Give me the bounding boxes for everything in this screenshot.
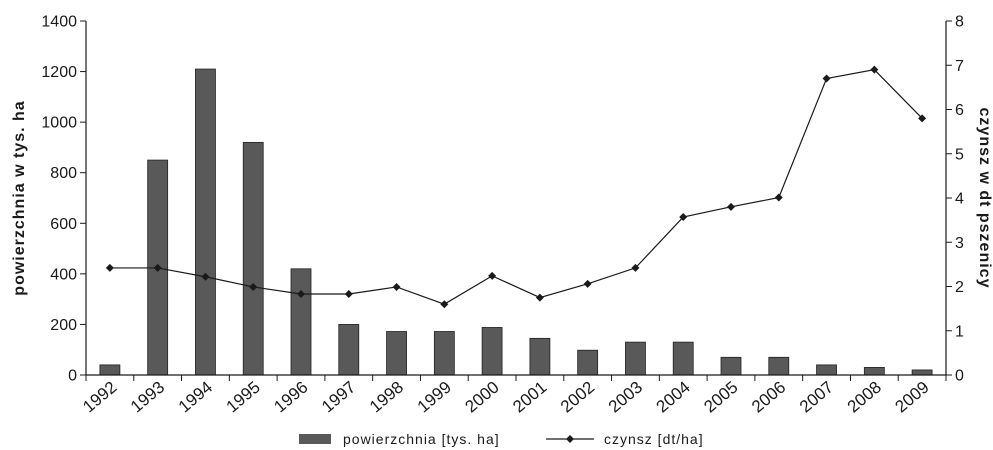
right-tick-label: 4 (955, 191, 964, 208)
bar-1997 (338, 324, 360, 376)
right-tick-label: 6 (955, 102, 964, 119)
bar-1992 (99, 364, 121, 376)
bar-2002 (577, 349, 599, 376)
left-tick-label: 400 (50, 266, 77, 283)
x-tick-label-2008: 2008 (844, 378, 885, 417)
x-tick-label-1997: 1997 (318, 378, 359, 417)
bar-1999 (433, 331, 455, 376)
x-tick-label-1999: 1999 (414, 378, 455, 417)
bar-2008 (863, 367, 885, 376)
x-tick-label-1993: 1993 (127, 378, 168, 417)
czynsz-marker-2002 (583, 279, 592, 288)
legend-bar-label: powierzchnia [tys. ha] (343, 431, 500, 447)
right-tick-label: 5 (955, 146, 964, 163)
x-tick-label-2007: 2007 (796, 378, 837, 417)
x-tick-label-1992: 1992 (79, 378, 120, 417)
czynsz-marker-1998 (392, 282, 401, 291)
czynsz-marker-1992 (105, 263, 114, 272)
bar-2004 (672, 341, 694, 376)
left-tick-label: 800 (50, 165, 77, 182)
left-tick-label: 1200 (41, 64, 77, 81)
right-tick-label: 1 (955, 323, 964, 340)
czynsz-marker-2006 (774, 193, 783, 202)
bar-1998 (386, 331, 407, 376)
x-tick-label-2001: 2001 (509, 378, 550, 417)
left-tick-label: 600 (50, 216, 77, 233)
czynsz-marker-1997 (344, 290, 353, 299)
legend: powierzchnia [tys. ha] czynsz [dt/ha] (299, 431, 704, 447)
left-tick-label: 0 (68, 368, 77, 385)
czynsz-marker-1996 (297, 290, 305, 299)
czynsz-marker-2009 (918, 114, 927, 123)
czynsz-marker-2003 (631, 263, 640, 272)
czynsz-marker-1993 (153, 263, 162, 272)
bar-2003 (625, 341, 646, 376)
czynsz-marker-2000 (488, 271, 497, 280)
czynsz-marker-1995 (249, 282, 258, 291)
x-tick-label-1995: 1995 (223, 378, 264, 417)
left-tick-label: 1000 (41, 115, 77, 132)
x-tick-label-2000: 2000 (461, 378, 502, 417)
x-tick-label-2002: 2002 (557, 378, 598, 417)
right-tick-label: 2 (955, 279, 964, 296)
bar-2007 (816, 364, 837, 376)
czynsz-marker-1999 (440, 300, 449, 309)
x-tick-label-2006: 2006 (748, 378, 789, 417)
bar-2009 (911, 369, 933, 376)
bar-2006 (768, 356, 790, 376)
x-tick-label-1998: 1998 (366, 378, 407, 417)
legend-line-label: czynsz [dt/ha] (604, 431, 704, 447)
bar-2001 (529, 337, 551, 376)
right-tick-label: 0 (955, 368, 964, 385)
left-axis-title: powierzchnia w tys. ha (11, 100, 28, 295)
x-tick-label-2003: 2003 (605, 378, 646, 417)
czynsz-marker-2008 (870, 65, 879, 74)
right-axis-title: czynsz w dt pszenicy (976, 108, 993, 289)
x-tick-label-1996: 1996 (270, 378, 311, 417)
bars-layer (99, 68, 933, 376)
czynsz-marker-2001 (535, 293, 544, 302)
left-tick-label: 1400 (41, 14, 77, 31)
right-tick-label: 8 (955, 14, 964, 31)
x-tick-label-1994: 1994 (175, 378, 216, 417)
line-layer (105, 65, 927, 309)
left-tick-label: 200 (50, 317, 77, 334)
x-tick-label-2004: 2004 (653, 378, 694, 417)
bar-2005 (720, 356, 742, 376)
right-tick-label: 7 (955, 58, 964, 75)
legend-bar-swatch (299, 434, 331, 444)
czynsz-line (109, 69, 923, 305)
x-tick-label-2009: 2009 (891, 378, 932, 417)
czynsz-marker-2007 (822, 74, 831, 83)
bar-2000 (481, 327, 503, 376)
bar-1994 (195, 68, 216, 376)
x-tick-label-2005: 2005 (700, 378, 741, 417)
czynsz-marker-1994 (201, 272, 210, 281)
legend-line-marker (566, 435, 574, 443)
czynsz-marker-2004 (679, 213, 688, 222)
czynsz-marker-2005 (727, 202, 735, 211)
right-tick-label: 3 (955, 235, 964, 252)
bar-1996 (290, 268, 312, 376)
bar-1995 (242, 141, 264, 376)
